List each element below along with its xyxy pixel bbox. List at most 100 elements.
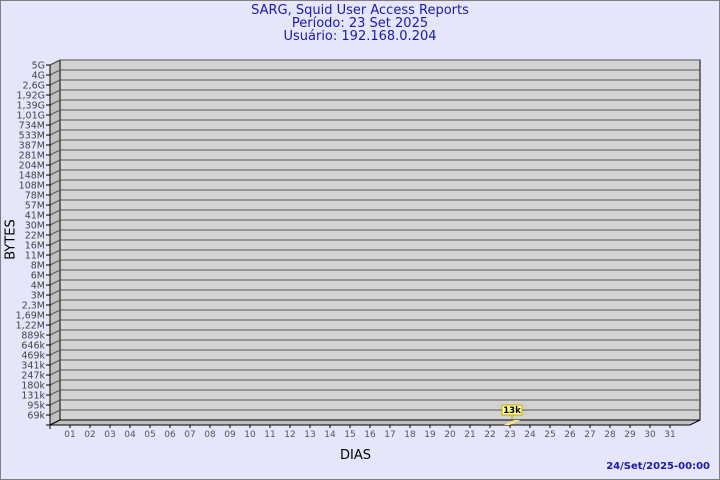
y-tick-label: 16M bbox=[25, 241, 45, 252]
gridline bbox=[49, 109, 700, 116]
gridline bbox=[49, 169, 700, 176]
y-tick-label: 95k bbox=[27, 401, 45, 412]
x-tick-label: 08 bbox=[204, 430, 216, 440]
report-period: Período: 23 Set 2025 bbox=[291, 16, 429, 31]
gridline bbox=[49, 199, 700, 206]
y-tick-label: 204M bbox=[19, 161, 45, 172]
y-tick-label: 5G bbox=[32, 61, 45, 72]
gridline bbox=[49, 159, 700, 166]
x-tick-label: 15 bbox=[344, 430, 355, 440]
gridline bbox=[49, 179, 700, 186]
gridline bbox=[49, 279, 700, 286]
gridline bbox=[49, 329, 700, 336]
y-tick-label: 1,92G bbox=[16, 91, 45, 102]
y-tick-label: 3M bbox=[31, 291, 45, 302]
x-tick-label: 27 bbox=[584, 430, 595, 440]
x-tick-label: 26 bbox=[564, 430, 576, 440]
y-tick-label: 281M bbox=[19, 151, 45, 162]
gridline bbox=[49, 359, 700, 366]
gridline bbox=[49, 339, 700, 346]
y-tick-label: 78M bbox=[25, 191, 45, 202]
x-tick-label: 02 bbox=[84, 430, 95, 440]
x-tick-label: 18 bbox=[404, 430, 416, 440]
x-tick-label: 01 bbox=[64, 430, 75, 440]
x-tick-label: 10 bbox=[244, 430, 256, 440]
gridline bbox=[49, 139, 700, 146]
report-user: Usuário: 192.168.0.204 bbox=[283, 29, 437, 44]
gridline bbox=[49, 289, 700, 296]
gridline bbox=[49, 149, 700, 156]
gridline bbox=[49, 349, 700, 356]
y-tick-label: 180k bbox=[21, 381, 45, 392]
gridline bbox=[49, 259, 700, 266]
x-tick-label: 17 bbox=[384, 430, 395, 440]
y-tick-label: 8M bbox=[31, 261, 45, 272]
y-tick-label: 1,69M bbox=[16, 311, 45, 322]
x-tick-label: 09 bbox=[224, 430, 236, 440]
report-title: SARG, Squid User Access Reports bbox=[251, 3, 469, 18]
x-tick-label: 07 bbox=[184, 430, 195, 440]
x-tick-label: 05 bbox=[144, 430, 155, 440]
y-tick-label: 469k bbox=[21, 351, 45, 362]
y-tick-label: 2,6G bbox=[23, 81, 45, 92]
x-tick-label: 16 bbox=[364, 430, 376, 440]
gridline bbox=[49, 269, 700, 276]
y-tick-label: 4M bbox=[31, 281, 45, 292]
gridline bbox=[49, 99, 700, 106]
x-tick-label: 13 bbox=[304, 430, 315, 440]
gridline bbox=[49, 209, 700, 216]
gridline bbox=[49, 409, 700, 416]
x-tick-label: 28 bbox=[604, 430, 616, 440]
data-label-box bbox=[501, 404, 523, 416]
gridline bbox=[49, 219, 700, 226]
y-tick-label: 41M bbox=[25, 211, 45, 222]
y-tick-label: 131k bbox=[21, 391, 45, 402]
y-tick-label: 2,3M bbox=[22, 301, 45, 312]
y-tick-label: 69k bbox=[27, 411, 45, 422]
x-tick-label: 24 bbox=[524, 430, 536, 440]
y-tick-label: 341k bbox=[21, 361, 45, 372]
gridline bbox=[49, 249, 700, 256]
gridline bbox=[49, 229, 700, 236]
gridline bbox=[49, 239, 700, 246]
gridline bbox=[49, 309, 700, 316]
x-tick-label: 11 bbox=[264, 430, 275, 440]
y-tick-label: 1,01G bbox=[16, 111, 45, 122]
y-tick-label: 108M bbox=[19, 181, 45, 192]
y-tick-label: 57M bbox=[25, 201, 45, 212]
data-label: 13k bbox=[503, 406, 521, 416]
gridline bbox=[49, 89, 700, 96]
gridline bbox=[49, 319, 700, 326]
y-tick-label: 1,22M bbox=[16, 321, 45, 332]
x-tick-label: 12 bbox=[284, 430, 295, 440]
y-tick-label: 4G bbox=[32, 71, 45, 82]
gridline bbox=[49, 379, 700, 386]
x-tick-label: 23 bbox=[504, 430, 515, 440]
x-tick-label: 14 bbox=[324, 430, 336, 440]
gridline bbox=[49, 79, 700, 86]
gridline bbox=[49, 69, 700, 76]
y-tick-label: 11M bbox=[25, 251, 45, 262]
x-tick-label: 31 bbox=[664, 430, 675, 440]
y-tick-label: 6M bbox=[31, 271, 45, 282]
y-tick-label: 889k bbox=[21, 331, 45, 342]
y-tick-label: 1,39G bbox=[16, 101, 45, 112]
gridline bbox=[49, 119, 700, 126]
x-tick-label: 22 bbox=[484, 430, 495, 440]
generated-timestamp: 24/Set/2025-00:00 bbox=[606, 461, 710, 472]
y-tick-label: 247k bbox=[21, 371, 45, 382]
gridline bbox=[49, 389, 700, 396]
y-axis-label: BYTES bbox=[3, 219, 19, 260]
gridline bbox=[49, 399, 700, 406]
bar-day-23 bbox=[504, 420, 520, 425]
x-tick-label: 30 bbox=[644, 430, 656, 440]
gridline bbox=[49, 299, 700, 306]
x-tick-label: 20 bbox=[444, 430, 456, 440]
x-tick-label: 19 bbox=[424, 430, 436, 440]
y-tick-label: 734M bbox=[19, 121, 45, 132]
x-tick-label: 06 bbox=[164, 430, 176, 440]
y-tick-label: 646k bbox=[21, 341, 45, 352]
gridline bbox=[49, 129, 700, 136]
y-tick-label: 30M bbox=[25, 221, 45, 232]
floor bbox=[49, 419, 701, 426]
